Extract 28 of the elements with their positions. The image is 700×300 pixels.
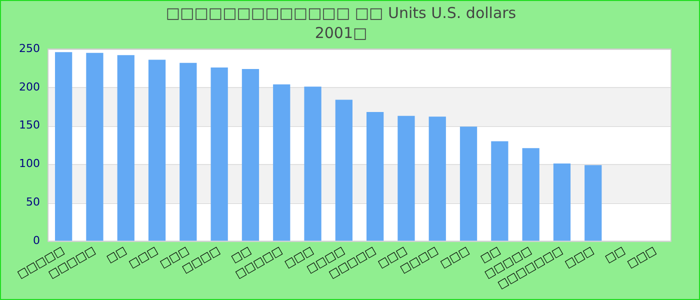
y-tick-label: 50 bbox=[26, 196, 40, 209]
y-tick-label: 250 bbox=[18, 42, 40, 55]
bar bbox=[210, 67, 228, 241]
x-tick-label: □□ bbox=[104, 244, 129, 266]
bar bbox=[55, 52, 72, 241]
bar bbox=[86, 52, 104, 241]
bar bbox=[335, 100, 352, 241]
bar bbox=[584, 165, 602, 241]
bar bbox=[522, 148, 540, 241]
bar bbox=[180, 62, 197, 241]
bar bbox=[553, 164, 571, 241]
bar bbox=[460, 126, 478, 241]
x-tick-label: □□ bbox=[602, 244, 628, 266]
bar bbox=[273, 84, 290, 241]
bar bbox=[428, 116, 446, 241]
y-tick-label: 200 bbox=[18, 80, 40, 94]
y-tick-label: 150 bbox=[18, 118, 40, 132]
bar bbox=[366, 112, 384, 241]
y-tick-label: 100 bbox=[18, 157, 40, 170]
chart-subtitle: 2001□ bbox=[314, 24, 368, 42]
bar bbox=[148, 60, 166, 241]
bar bbox=[304, 86, 322, 241]
bar bbox=[242, 68, 260, 241]
bar bbox=[491, 141, 508, 241]
bar bbox=[398, 116, 415, 241]
bar bbox=[117, 55, 134, 241]
y-tick-label: 0 bbox=[32, 234, 40, 248]
chart-title: □□□□□□□□□□□□□ □□ Units U.S. dollars bbox=[166, 4, 516, 22]
